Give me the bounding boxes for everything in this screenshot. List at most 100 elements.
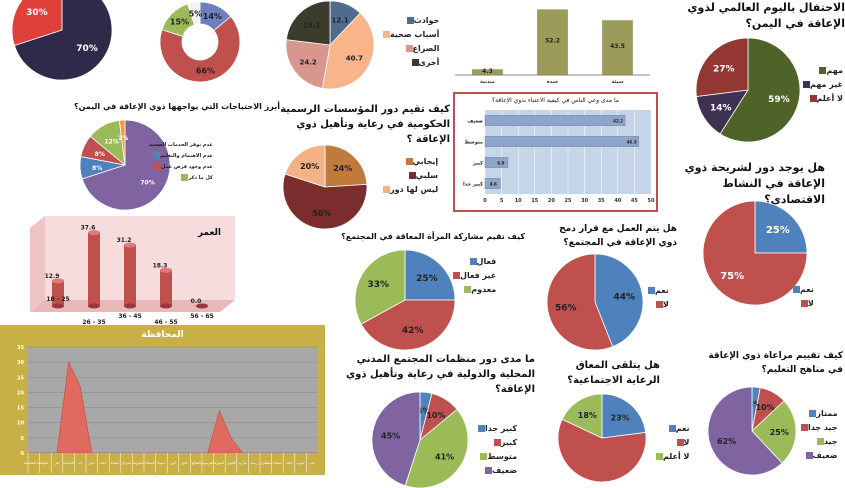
legend-label: نعم <box>800 285 814 294</box>
age-10-column-base-4 <box>196 303 208 309</box>
chart-15-slice-0 <box>601 393 647 439</box>
legend-swatch <box>406 17 414 24</box>
age-10-value-1: 37.6 <box>81 225 96 232</box>
chart-16-label-2: 25% <box>770 428 789 437</box>
chart-7-legend-item-2: ليس لها دور <box>380 183 438 197</box>
area-13-cat-12: أبين <box>170 460 176 465</box>
chart-6-label-4: 2% <box>118 135 128 142</box>
pie-7-svg: 24% 56% 20% <box>282 144 368 230</box>
legend-swatch <box>464 286 472 293</box>
pie-5-legend: مهم غير مهم لا أعلم <box>800 64 843 106</box>
chart-6-label-3: 12% <box>104 139 118 146</box>
chart-7-label-0: 24% <box>333 164 352 173</box>
age-10-value-2: 31.2 <box>117 237 132 244</box>
chart-14-legend-item-2: متوسط <box>475 450 517 464</box>
chart-14-legend-item-1: كبير <box>475 436 517 450</box>
chart-5-label-2: 27% <box>713 65 735 75</box>
age-10-column-top-0 <box>52 278 64 284</box>
legend-swatch <box>805 452 813 459</box>
bar-4-bar-1 <box>537 9 568 76</box>
chart-3-label-2: 24.2 <box>299 58 316 66</box>
age-10-cat-3: 46 - 55 <box>154 319 177 326</box>
chart-3-legend-item-0: حوادث <box>380 14 439 28</box>
age-10-column-top-1 <box>88 230 100 236</box>
legend-swatch <box>800 300 808 307</box>
chart-3-legend-item-2: الصراع <box>380 42 439 56</box>
pie-9-title: هل يوجد دور لشريحة ذوي الإعاقة في النشاط… <box>684 161 825 206</box>
chart-9-legend-item-0: نعم <box>790 283 814 297</box>
age-10-column-2 <box>124 245 136 306</box>
chart-7-legend-item-1: سلبي <box>380 169 438 183</box>
hbar-8-xtick-2: 10 <box>515 198 522 204</box>
age-10-column-0 <box>52 280 64 306</box>
chart-1-label-0: 70% <box>76 44 98 54</box>
chart-pie-6: أبرز الاحتياجات التي يواجهها ذوي الإعاقة… <box>55 100 285 210</box>
area-13-cat-20: سقطرى <box>260 461 272 465</box>
chart-14-label-0: 4% <box>417 406 431 415</box>
pie-14-legend: كبير جدا كبير متوسط ضعيف <box>475 422 517 478</box>
age-10-column-base-1 <box>88 303 100 309</box>
chart-pie-14: ما مدى دور منظمات المجتمع المدني المحلية… <box>330 352 540 488</box>
pie-12-title: هل يتم العمل مع قرار دمج ذوي الإعاقة في … <box>559 224 677 248</box>
age-10-title: العمر <box>197 228 221 238</box>
legend-swatch <box>656 453 663 460</box>
chart-14-label-2: 41% <box>435 453 454 462</box>
chart-7-legend-item-0: إيجابي <box>380 155 438 169</box>
chart-2-label-3: 5% <box>189 9 203 18</box>
chart-5-legend-item-2: لا أعلم <box>800 92 843 106</box>
legend-label: لا أعلم <box>816 94 844 103</box>
chart-12-legend-item-0: نعم <box>645 284 669 298</box>
legend-label: لا <box>807 299 814 308</box>
pie-11-title: كيف تقيم مشاركة المرأة المعاقة في المجتم… <box>341 232 525 241</box>
chart-3-legend-item-1: أسباب صحية <box>380 28 439 42</box>
chart-6-label-2: 8% <box>95 151 105 158</box>
hbar-8-svg: 0 5 10 15 20 25 30 35 40 45 50 42.2 ضعيف 46.3 متوسط 6.9… <box>463 110 655 204</box>
legend-label: إيجابي <box>412 157 439 166</box>
hbar-8-value-3: 4.6 <box>490 182 497 187</box>
area-13-cat-22: البلد <box>286 461 292 465</box>
chart-3-label-3: 23.1 <box>303 22 320 30</box>
hbar-8-bar-3 <box>484 178 501 189</box>
legend-label: ضعيف <box>812 451 838 460</box>
legend-label: سلبي <box>415 171 439 180</box>
legend-swatch <box>801 424 808 431</box>
legend-label: معدوم <box>471 285 497 294</box>
legend-label: جيد جدا <box>808 423 838 432</box>
chart-15-label-0: 23% <box>610 414 629 423</box>
chart-6-legend-item-3: كل ما ذكر <box>139 173 213 184</box>
area-13-cat-8: عمران <box>122 461 132 465</box>
chart-pie-11: كيف تقيم مشاركة المرأة المعاقة في المجتم… <box>341 230 530 355</box>
area-13-ytick-7: 0 <box>21 451 25 457</box>
legend-swatch <box>153 152 161 159</box>
chart-11-legend-item-2: معدوم <box>450 283 496 297</box>
chart-12-slice-1 <box>546 253 614 351</box>
bar-4-svg: 4.3 متدنية 52.2 جيدة 43.5 سيئة <box>455 9 650 85</box>
chart-12-slice-0 <box>594 253 644 348</box>
legend-label: فعال <box>476 257 497 266</box>
bar-4-cat-2: سيئة <box>611 79 623 85</box>
legend-swatch <box>676 439 684 446</box>
hbar-8-bar-2 <box>484 157 509 168</box>
hbar-8-xtick-10: 50 <box>648 198 655 204</box>
legend-swatch <box>816 438 824 445</box>
pie-12-legend: نعم لا <box>645 284 669 312</box>
legend-label: أسباب صحية <box>390 30 440 39</box>
legend-swatch <box>181 174 189 181</box>
bar-4-cat-0: متدنية <box>480 79 495 85</box>
chart-11-label-0: 25% <box>416 274 438 284</box>
pie-16-legend: ممتاز جيد جدا جيد ضعيف <box>798 407 838 463</box>
legend-swatch <box>655 301 663 308</box>
pie-6-legend: عدم توفر الخدمات الصحية عدم الاهتمام والت… <box>139 140 213 184</box>
area-13-cat-7: صعدة <box>111 461 119 465</box>
chart-pie-12: هل يتم العمل مع قرار دمج ذوي الإعاقة في … <box>540 222 680 352</box>
chart-9-slice-0 <box>754 200 808 254</box>
chart-6-legend-item-1: عدم الاهتمام والتعليم <box>139 151 213 162</box>
area-13-cat-0: أمانة العاصمة <box>24 460 44 465</box>
age-10-column-base-3 <box>160 303 172 309</box>
bar-4-value-0: 4.3 <box>482 68 493 75</box>
chart-hbar-8: ما مدى وعي الناس في كيفية الاعتناء بذوي … <box>453 92 658 212</box>
legend-label: لا <box>662 300 669 309</box>
hbar-8-xtick-4: 20 <box>548 198 555 204</box>
age-10-value-0: 12.9 <box>45 273 60 280</box>
pie-9-svg: 25% 75% <box>702 200 808 306</box>
